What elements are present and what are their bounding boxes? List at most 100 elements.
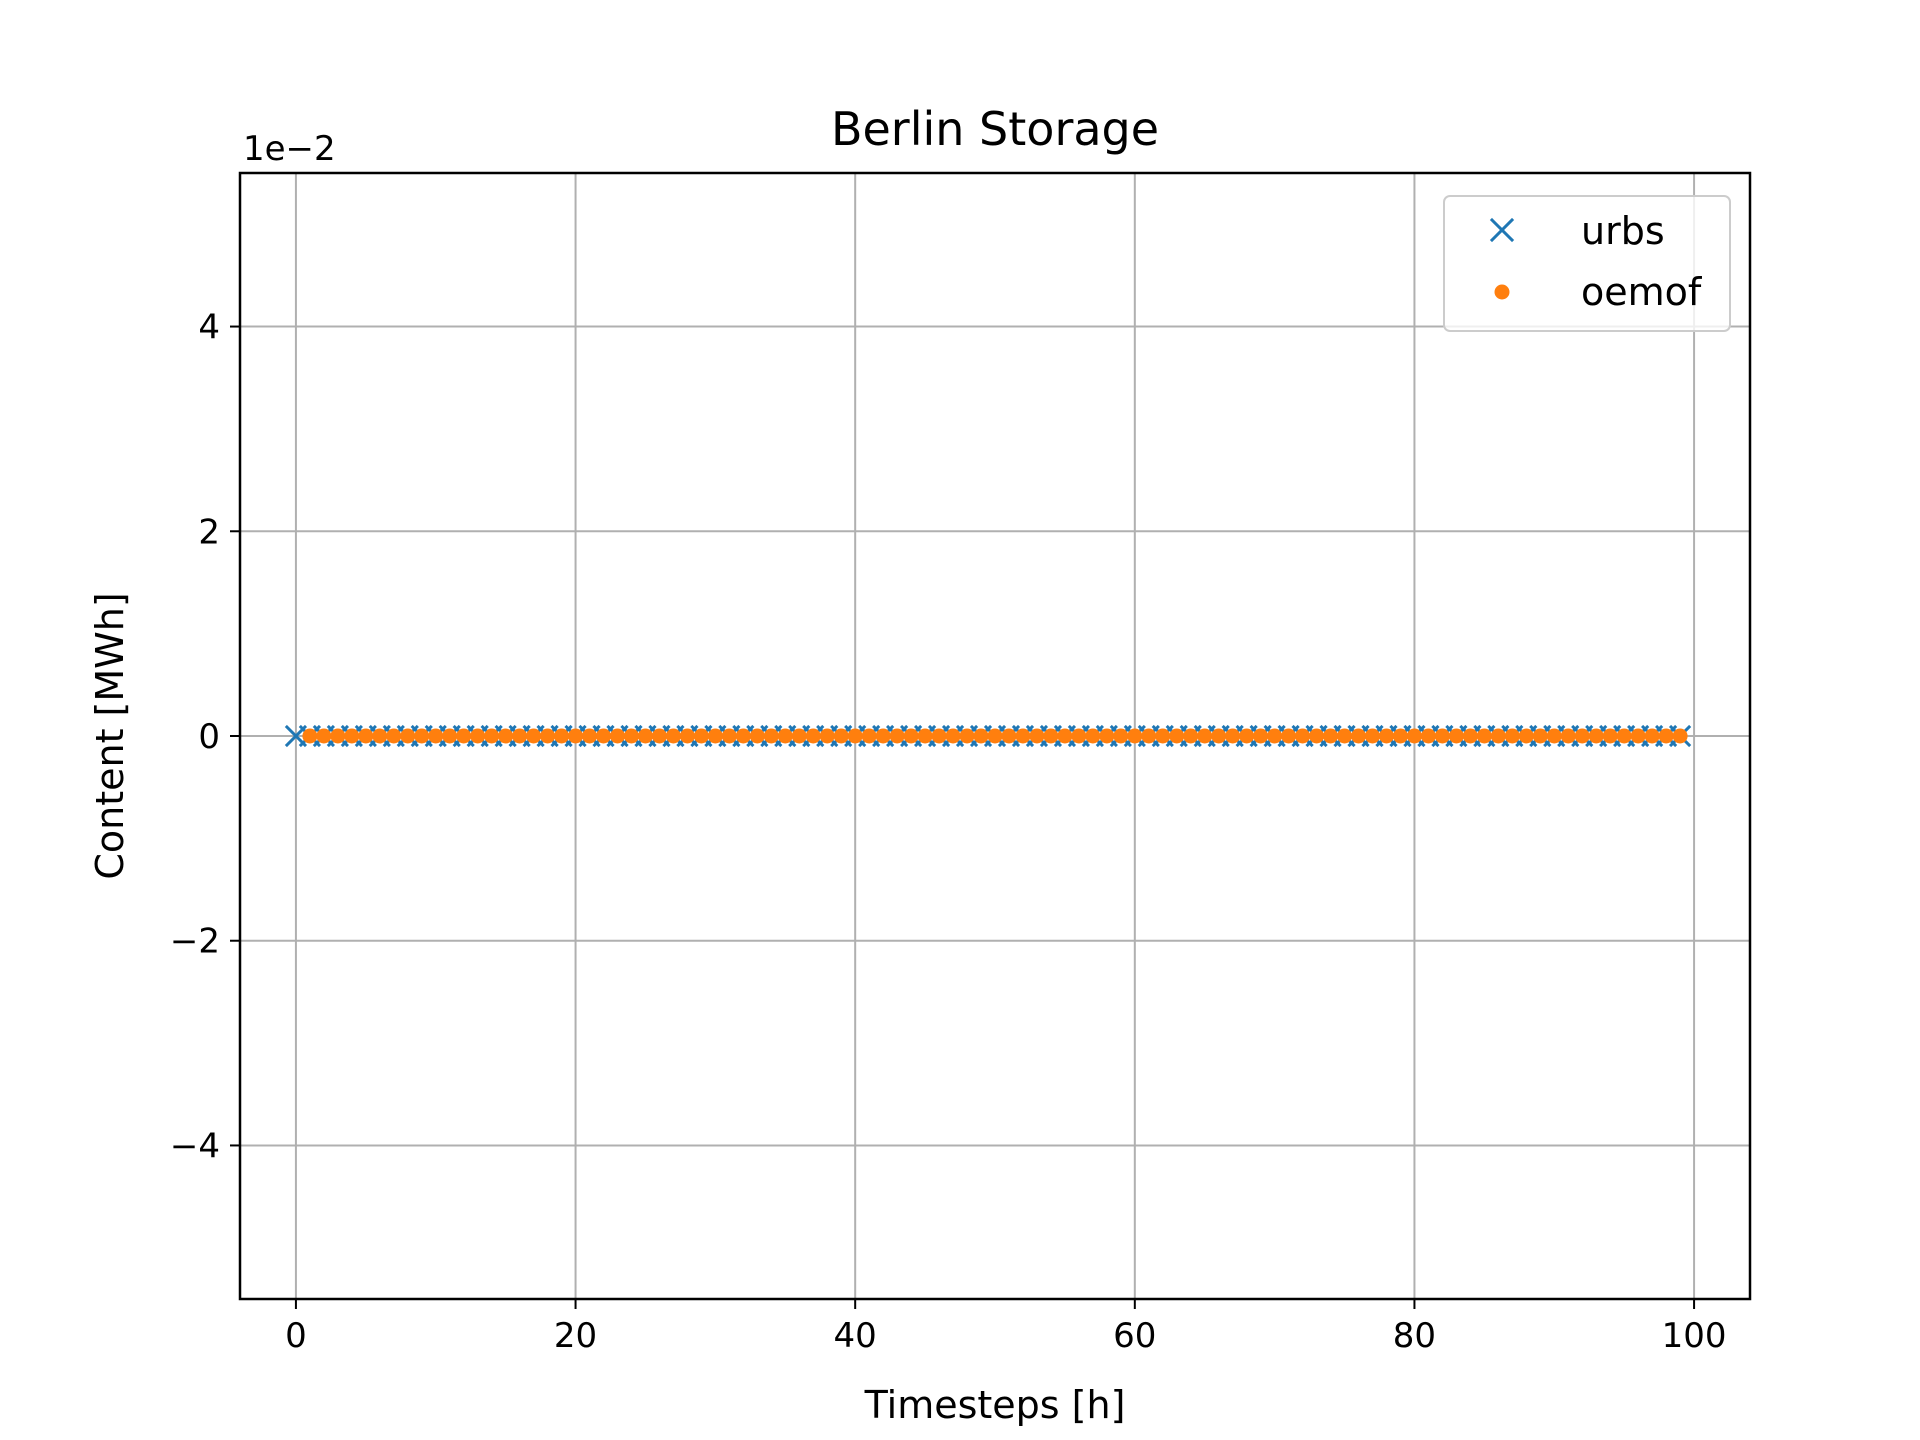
- point-oemof: [1057, 728, 1073, 744]
- point-oemof: [833, 728, 849, 744]
- point-oemof: [665, 728, 681, 744]
- point-oemof: [1672, 728, 1688, 744]
- y-axis-label: Content [MWh]: [88, 592, 132, 879]
- legend-label-urbs: urbs: [1581, 209, 1665, 253]
- point-oemof: [372, 728, 388, 744]
- point-oemof: [1602, 728, 1618, 744]
- point-oemof: [1365, 728, 1380, 744]
- point-oemof: [554, 728, 570, 744]
- legend-marker-urbs: [1489, 217, 1515, 243]
- point-oemof: [931, 728, 947, 744]
- point-oemof: [1337, 728, 1353, 744]
- legend-box: [1443, 195, 1731, 332]
- point-oemof: [1099, 728, 1115, 744]
- point-oemof: [875, 728, 891, 744]
- point-oemof: [512, 728, 528, 744]
- point-oemof: [1267, 728, 1283, 744]
- series-layer: [284, 724, 1692, 748]
- point-oemof: [1323, 728, 1339, 744]
- point-oemof: [1574, 728, 1590, 744]
- point-oemof: [693, 728, 709, 744]
- point-oemof: [1434, 728, 1450, 744]
- point-oemof: [651, 728, 667, 744]
- x-tick-label: 100: [1662, 1316, 1727, 1356]
- point-oemof: [1351, 728, 1367, 744]
- x-tick-label: 20: [554, 1316, 597, 1356]
- point-oemof: [1630, 728, 1646, 744]
- point-oemof: [1141, 728, 1157, 744]
- y-tick-label: −2: [170, 922, 220, 962]
- point-oemof: [610, 728, 625, 744]
- point-oemof: [847, 728, 863, 744]
- legend: urbs oemof: [1443, 195, 1731, 332]
- point-oemof: [623, 728, 639, 744]
- point-oemof: [1281, 728, 1297, 744]
- point-oemof: [861, 728, 877, 744]
- point-oemof: [1183, 728, 1199, 744]
- point-oemof: [302, 728, 318, 744]
- y-tick-label: 4: [198, 308, 220, 348]
- legend-label-oemof: oemof: [1581, 270, 1703, 314]
- point-oemof: [428, 728, 444, 744]
- point-oemof: [330, 728, 346, 744]
- point-oemof: [1001, 728, 1017, 744]
- point-oemof: [1169, 728, 1185, 744]
- point-oemof: [721, 728, 737, 744]
- x-tick-label: 0: [285, 1316, 307, 1356]
- point-oemof: [1225, 728, 1241, 744]
- point-oemof: [386, 728, 402, 744]
- point-oemof: [526, 728, 542, 744]
- y-tick-label: 2: [198, 512, 220, 552]
- y-offset-label: 1e−2: [243, 129, 336, 169]
- point-oemof: [414, 728, 430, 744]
- point-oemof: [917, 728, 933, 744]
- point-oemof: [484, 728, 500, 744]
- point-oemof: [442, 728, 458, 744]
- x-tick-label: 60: [1113, 1316, 1156, 1356]
- point-oemof: [889, 728, 905, 744]
- point-oemof: [470, 728, 486, 744]
- point-oemof: [1309, 728, 1325, 744]
- point-oemof: [1532, 728, 1548, 744]
- point-oemof: [1071, 728, 1087, 744]
- y-tick-label: 0: [198, 717, 220, 757]
- point-oemof: [1211, 728, 1227, 744]
- point-oemof: [637, 728, 653, 744]
- point-oemof: [1644, 728, 1660, 744]
- point-oemof: [973, 728, 989, 744]
- ticks: 0 20 40 60 80 100 −4 −2 0 2 4: [170, 308, 1727, 1356]
- y-tick-label: −4: [170, 1126, 220, 1166]
- point-oemof: [1476, 728, 1492, 744]
- point-oemof: [1392, 728, 1408, 744]
- point-oemof: [1588, 728, 1604, 744]
- point-oemof: [805, 728, 821, 744]
- point-oemof: [1616, 728, 1632, 744]
- point-oemof: [1448, 728, 1464, 744]
- point-oemof: [582, 728, 598, 744]
- series-oemof: [302, 728, 1688, 744]
- point-oemof: [945, 728, 961, 744]
- point-oemof: [540, 728, 556, 744]
- point-oemof: [1029, 728, 1045, 744]
- point-oemof: [707, 728, 723, 744]
- point-oemof: [568, 728, 584, 744]
- point-oemof: [777, 728, 793, 744]
- chart-title: Berlin Storage: [831, 102, 1159, 156]
- point-oemof: [987, 728, 1003, 744]
- point-oemof: [456, 728, 472, 744]
- point-oemof: [1406, 728, 1422, 744]
- x-axis-label: Timesteps [h]: [864, 1383, 1126, 1427]
- point-oemof: [400, 728, 416, 744]
- point-oemof: [1043, 728, 1059, 744]
- x-tick-label: 80: [1393, 1316, 1436, 1356]
- point-oemof: [1015, 728, 1031, 744]
- point-oemof: [1295, 728, 1311, 744]
- point-oemof: [1420, 728, 1436, 744]
- point-oemof: [749, 728, 765, 744]
- point-oemof: [1127, 728, 1143, 744]
- point-oemof: [791, 728, 807, 744]
- x-tick-label: 40: [834, 1316, 877, 1356]
- point-oemof: [1462, 728, 1478, 744]
- point-oemof: [903, 728, 919, 744]
